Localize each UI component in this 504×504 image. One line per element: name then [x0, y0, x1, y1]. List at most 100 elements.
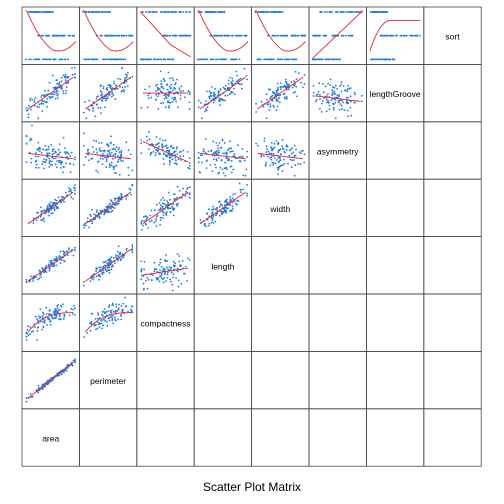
data-point [48, 152, 50, 155]
data-point [65, 86, 68, 89]
data-point [216, 147, 219, 150]
panel-cell [365, 350, 425, 410]
data-point [296, 95, 298, 98]
data-point [178, 260, 181, 263]
data-point [55, 309, 58, 312]
data-point [206, 58, 209, 61]
data-point [47, 148, 50, 151]
data-point [187, 90, 190, 93]
data-point [188, 259, 191, 261]
data-point [263, 140, 266, 142]
data-point [201, 161, 203, 164]
data-point [83, 132, 85, 135]
data-point [238, 182, 241, 185]
data-point [114, 316, 116, 319]
data-point [40, 103, 43, 105]
data-point [315, 99, 318, 101]
data-point [62, 171, 64, 174]
data-point [224, 161, 227, 164]
panel-sort-vs-asymmetry [311, 10, 364, 61]
smooth-line [82, 10, 134, 52]
data-point [171, 147, 174, 150]
data-point [186, 34, 188, 37]
data-point [328, 104, 331, 107]
data-point [376, 11, 379, 13]
data-point [125, 34, 128, 37]
data-point [199, 219, 202, 222]
data-point [300, 152, 302, 155]
data-point [95, 11, 97, 13]
data-point [269, 106, 272, 108]
data-point [74, 187, 76, 190]
data-point [150, 58, 153, 61]
data-point [45, 11, 48, 13]
data-point [30, 396, 33, 399]
data-point [216, 209, 219, 212]
data-point [86, 332, 89, 334]
data-point [66, 254, 69, 257]
data-point [326, 93, 329, 96]
data-point [110, 135, 112, 138]
data-point [226, 149, 229, 152]
data-point [330, 99, 333, 102]
data-point [110, 210, 113, 213]
data-point [54, 34, 56, 37]
data-point [89, 213, 92, 216]
data-point [281, 170, 284, 173]
data-point [142, 224, 145, 227]
data-point [361, 94, 363, 97]
data-point [340, 104, 343, 107]
data-point [294, 164, 297, 167]
data-point [265, 161, 267, 164]
data-point [100, 99, 103, 101]
data-point [172, 99, 175, 101]
data-point [223, 11, 226, 13]
panel-cell [365, 178, 425, 237]
data-point [51, 95, 53, 98]
data-point [212, 140, 215, 143]
data-point [212, 158, 215, 161]
data-point [223, 208, 226, 210]
data-point [345, 97, 348, 99]
data-point [159, 224, 162, 226]
data-point [240, 191, 243, 194]
data-point [117, 148, 120, 151]
data-point [318, 34, 321, 37]
data-point [178, 87, 181, 89]
data-point [126, 85, 129, 87]
data-point [164, 268, 166, 271]
data-point [51, 212, 54, 215]
data-point [59, 315, 61, 317]
data-point [162, 281, 165, 284]
data-point [217, 144, 220, 147]
data-point [27, 113, 30, 116]
data-point [143, 268, 146, 271]
data-point [168, 105, 171, 107]
data-point [149, 11, 152, 13]
data-point [89, 329, 92, 332]
data-point [163, 267, 165, 270]
data-point [285, 82, 288, 85]
data-point [65, 369, 68, 372]
data-point [70, 196, 72, 199]
panel-cell [308, 178, 367, 237]
data-point [103, 11, 106, 13]
data-point [37, 319, 39, 322]
data-point [111, 264, 114, 266]
data-point [176, 267, 179, 270]
data-point [44, 34, 47, 37]
data-point [189, 34, 192, 37]
data-point [314, 100, 317, 103]
data-point [55, 256, 58, 258]
variable-label-area: area [42, 434, 59, 444]
data-point [217, 11, 220, 13]
data-point [48, 160, 51, 163]
data-point [95, 275, 98, 277]
data-point [331, 91, 334, 94]
data-point [83, 144, 85, 147]
data-point [168, 106, 170, 109]
data-point [110, 58, 112, 61]
data-point [31, 98, 33, 101]
data-point [92, 151, 95, 153]
data-point [36, 105, 39, 108]
